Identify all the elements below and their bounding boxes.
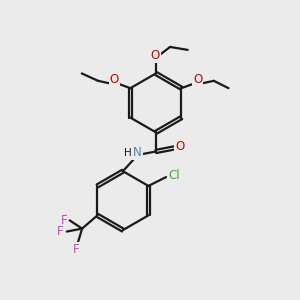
Text: O: O	[151, 49, 160, 62]
Text: O: O	[110, 73, 119, 86]
Text: Cl: Cl	[169, 169, 180, 182]
Text: O: O	[176, 140, 185, 153]
Text: N: N	[133, 146, 142, 159]
Text: H: H	[124, 148, 132, 158]
Text: F: F	[73, 243, 80, 256]
Text: F: F	[57, 225, 64, 238]
Text: F: F	[61, 214, 67, 227]
Text: O: O	[193, 73, 202, 86]
